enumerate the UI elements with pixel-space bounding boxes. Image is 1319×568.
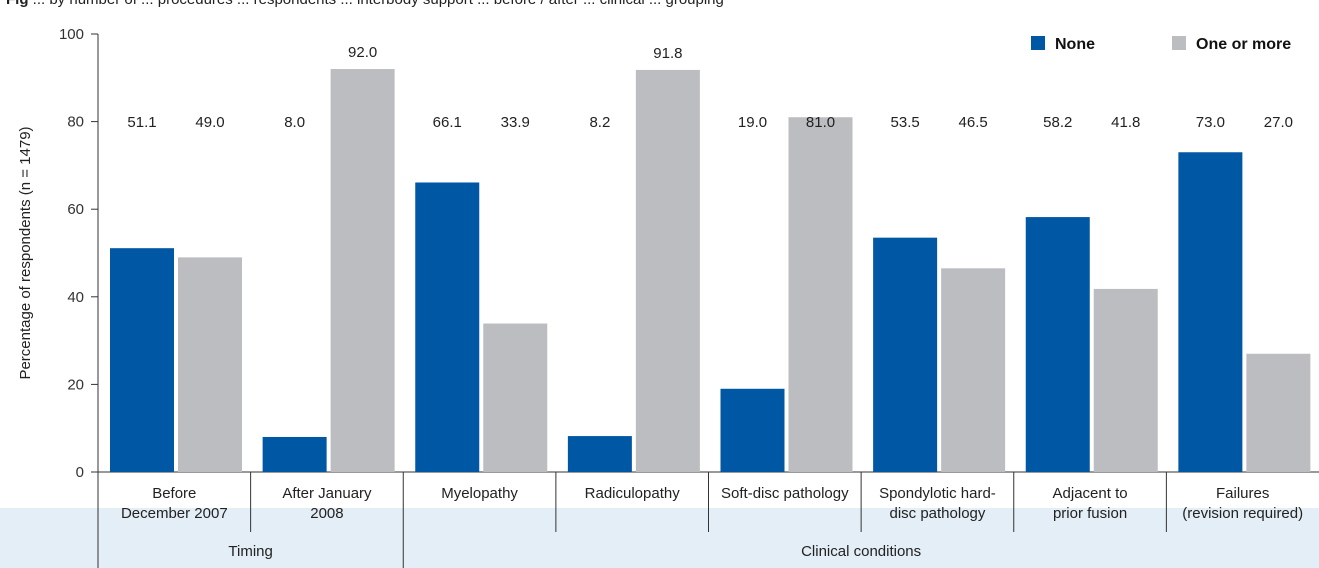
data-label: 81.0: [806, 114, 835, 131]
category-label: (revision required): [1182, 505, 1303, 522]
bar: [873, 237, 938, 472]
bar: [330, 69, 395, 472]
bar: [1246, 353, 1311, 472]
category-label: prior fusion: [1053, 505, 1127, 522]
data-label: 91.8: [653, 45, 682, 62]
caption-label: Fig: [6, 0, 29, 8]
category-band: [0, 508, 1319, 568]
y-tick-label: 100: [59, 26, 84, 43]
category-label: Spondylotic hard-: [879, 485, 996, 502]
caption-body: ... by number of ... procedures ... resp…: [33, 0, 724, 8]
data-label: 53.5: [891, 114, 920, 131]
bar: [567, 436, 632, 472]
category-label: disc pathology: [889, 505, 985, 522]
bar: [635, 69, 700, 472]
bar: [1093, 288, 1158, 472]
category-label: Radiculopathy: [585, 485, 681, 502]
category-label: Before: [152, 485, 196, 502]
data-label: 58.2: [1043, 114, 1072, 131]
bar: [1178, 152, 1243, 472]
group-label: Clinical conditions: [801, 543, 921, 560]
data-label: 41.8: [1111, 114, 1140, 131]
data-label: 66.1: [433, 114, 462, 131]
data-label: 49.0: [195, 114, 224, 131]
y-tick-label: 20: [67, 376, 84, 393]
data-label: 46.5: [959, 114, 988, 131]
caption-text: Fig ... by number of ... procedures ... …: [6, 0, 724, 8]
figure-caption: Fig ... by number of ... procedures ... …: [0, 0, 1319, 8]
bar: [262, 436, 327, 472]
y-axis-title: Percentage of respondents (n = 1479): [17, 126, 34, 379]
y-tick-label: 80: [67, 114, 84, 131]
category-label: Failures: [1216, 485, 1269, 502]
y-tick-label: 60: [67, 201, 84, 218]
data-label: 33.9: [501, 114, 530, 131]
bar: [720, 388, 785, 472]
bar: [1025, 217, 1090, 472]
data-label: 27.0: [1264, 114, 1293, 131]
bar: [788, 117, 853, 472]
data-label: 19.0: [738, 114, 767, 131]
data-label: 8.2: [589, 114, 610, 131]
category-label: Adjacent to: [1053, 485, 1128, 502]
y-tick-label: 40: [67, 289, 84, 306]
group-label: Timing: [228, 543, 272, 560]
category-label: Myelopathy: [441, 485, 518, 502]
category-label: Soft-disc pathology: [721, 485, 849, 502]
category-label: 2008: [310, 505, 343, 522]
legend-label: One or more: [1196, 36, 1291, 53]
data-label: 92.0: [348, 44, 377, 61]
y-tick-label: 0: [76, 464, 84, 481]
bar: [483, 323, 548, 472]
data-label: 51.1: [127, 114, 156, 131]
category-label: December 2007: [121, 505, 228, 522]
bar: [110, 248, 174, 472]
legend-swatch: [1172, 36, 1186, 50]
legend-label: None: [1055, 36, 1095, 53]
bar: [415, 182, 480, 472]
data-label: 73.0: [1196, 114, 1225, 131]
bar: [178, 257, 242, 472]
bar: [941, 268, 1006, 472]
category-label: After January: [282, 485, 372, 502]
legend-swatch: [1031, 36, 1045, 50]
data-label: 8.0: [284, 114, 305, 131]
